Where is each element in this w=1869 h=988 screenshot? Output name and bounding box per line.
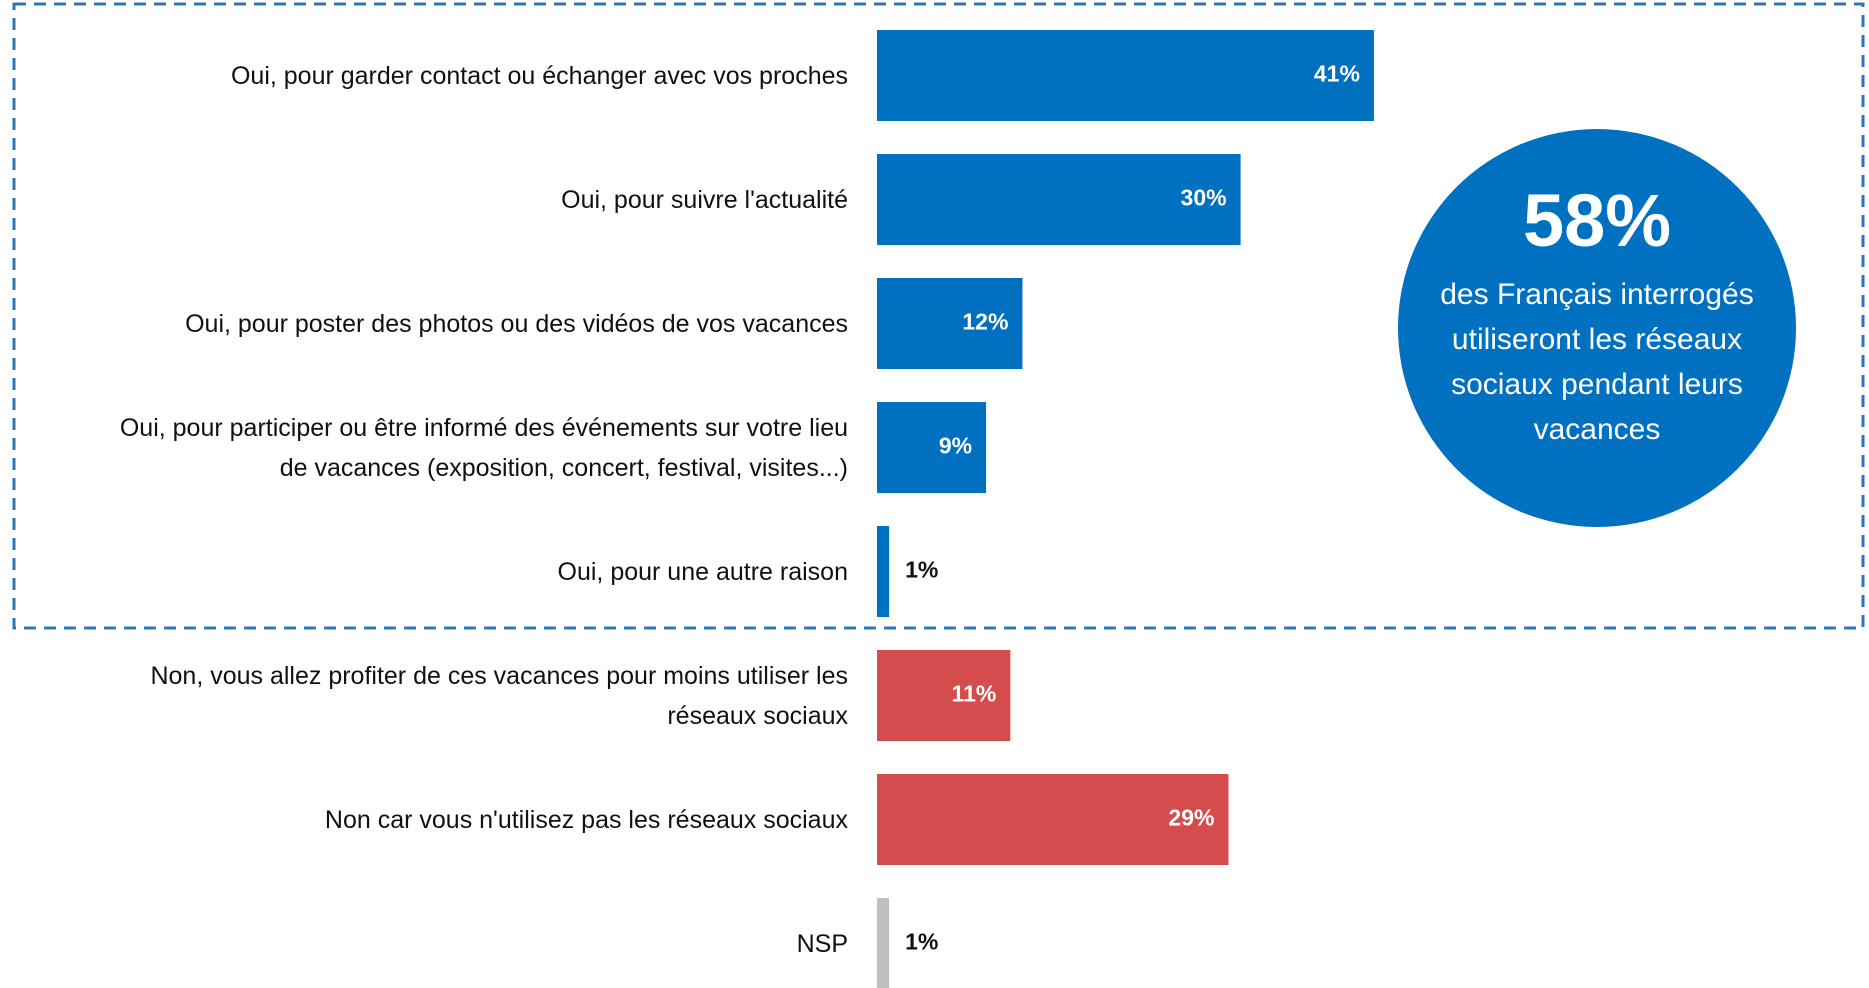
bar xyxy=(877,898,890,988)
value-label: 9% xyxy=(939,433,972,459)
category-label: Oui, pour une autre raison xyxy=(557,557,848,586)
callout-circle xyxy=(1398,129,1796,527)
bar xyxy=(877,774,1229,865)
value-label: 12% xyxy=(962,309,1008,335)
callout-text: des Français interrogés utiliseront les … xyxy=(1440,278,1754,446)
category-label: Oui, pour participer ou être informé des… xyxy=(119,413,848,482)
category-label: Oui, pour garder contact ou échanger ave… xyxy=(230,61,848,90)
value-label: 11% xyxy=(952,681,997,707)
value-label: 29% xyxy=(1168,805,1214,831)
bar xyxy=(877,30,1374,121)
value-label: 1% xyxy=(905,557,938,583)
bar xyxy=(877,154,1241,245)
bar xyxy=(877,526,890,617)
category-label: Non, vous allez profiter de ces vacances… xyxy=(150,661,848,730)
category-label: NSP xyxy=(796,929,848,958)
callout-value: 58% xyxy=(1522,179,1672,262)
category-label: Oui, pour suivre l'actualité xyxy=(561,185,848,214)
group-frame xyxy=(12,2,1865,630)
value-label: 1% xyxy=(905,929,938,955)
value-label: 30% xyxy=(1181,185,1227,211)
bar xyxy=(877,402,987,493)
bar xyxy=(877,650,1011,741)
value-label: 41% xyxy=(1314,61,1360,87)
category-label: Non car vous n'utilisez pas les réseaux … xyxy=(324,805,848,834)
bar xyxy=(877,278,1023,369)
category-label: Oui, pour poster des photos ou des vidéo… xyxy=(185,309,848,338)
